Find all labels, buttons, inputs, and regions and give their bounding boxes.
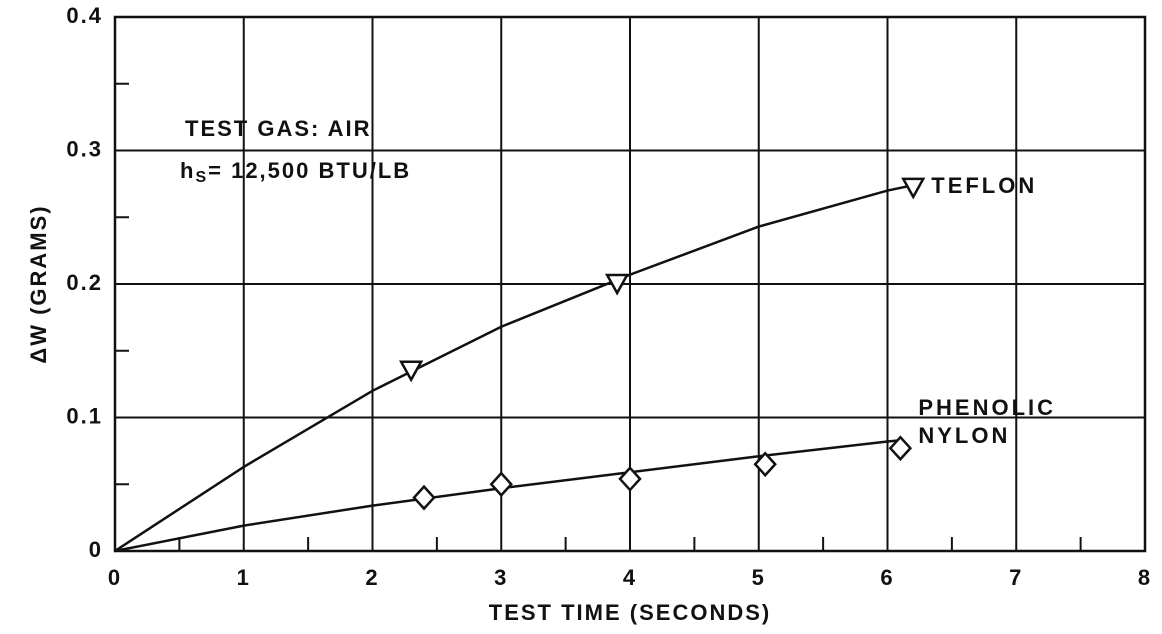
annotation: TEST GAS: AIR [185, 116, 372, 141]
y-tick-label: 0.1 [66, 403, 103, 428]
plot-frame [113, 15, 1147, 553]
fit-curve [114, 183, 914, 553]
point [489, 471, 513, 498]
x-tick-label: 2 [365, 565, 379, 590]
x-tick-label: 0 [108, 565, 122, 590]
x-tick-label: 8 [1138, 565, 1152, 590]
series-label-text: TEFLON [931, 172, 1038, 198]
x-tick-label: 3 [494, 565, 508, 590]
x-tick-label: 4 [623, 565, 637, 590]
x-axis-label: TEST TIME (SECONDS) [489, 600, 771, 625]
y-tick-label: 0 [89, 537, 103, 562]
y-tick-label: 0.3 [66, 136, 103, 161]
y-tick-label: 0.2 [66, 270, 103, 295]
point [605, 273, 630, 296]
x-tick-label: 6 [880, 565, 894, 590]
annotation-text: = 12,500 BTU/LB [208, 158, 411, 183]
annotation-symbol: h [180, 158, 195, 183]
point [901, 177, 926, 200]
y-tick-label: 0.4 [66, 3, 103, 28]
series-label: TEFLON [931, 172, 1038, 198]
x-tick-label: 5 [752, 565, 766, 590]
point [753, 451, 777, 478]
point [399, 360, 424, 383]
point [412, 484, 436, 511]
series-label: PHENOLIC NYLON [918, 395, 1057, 449]
fit-curve [114, 438, 901, 553]
x-tick-label: 1 [237, 565, 251, 590]
y-axis-label: ΔW (GRAMS) [26, 204, 51, 363]
annotation: hS= 12,500 BTU/LB [180, 158, 411, 186]
point [618, 466, 642, 492]
annotation-subscript: S [195, 169, 208, 186]
point [888, 435, 913, 462]
x-tick-label: 7 [1009, 565, 1023, 590]
series-label-text: PHENOLIC NYLON [918, 395, 1057, 449]
